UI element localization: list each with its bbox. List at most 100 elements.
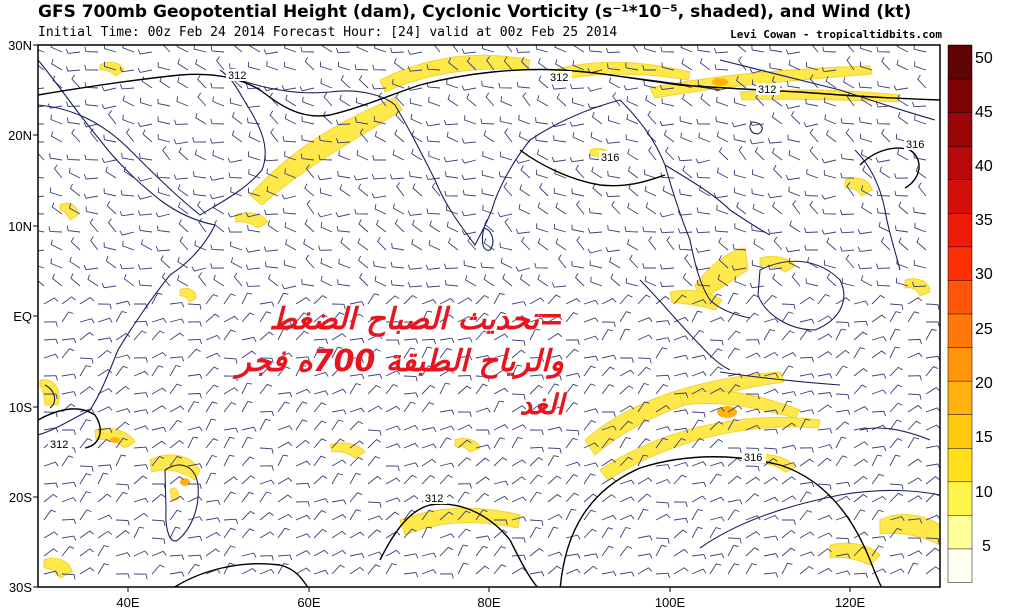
wind-barb: [97, 406, 113, 413]
wind-barb: [809, 128, 819, 143]
wind-barb: [151, 550, 167, 557]
wind-barb: [446, 221, 459, 233]
wind-barb: [799, 565, 814, 575]
wind-barb: [97, 530, 113, 539]
wind-barb: [447, 237, 459, 251]
wind-barb: [390, 261, 405, 269]
wind-barb: [295, 550, 311, 557]
wind-barb: [825, 76, 837, 89]
wind-barb: [281, 85, 297, 91]
wind-barb: [85, 206, 99, 215]
wind-barb: [871, 495, 887, 503]
wind-barb: [619, 385, 634, 395]
wind-barb: [176, 45, 189, 53]
wind-barb: [817, 483, 832, 490]
wind-barb: [896, 45, 909, 53]
wind-barb: [339, 94, 351, 107]
wind-barb: [421, 569, 437, 575]
wind-barb: [655, 337, 671, 343]
wind-barb: [353, 175, 369, 181]
wind-barb: [151, 426, 167, 432]
wind-barb: [601, 425, 617, 431]
wind-barb: [285, 239, 297, 251]
wind-barb: [157, 134, 171, 143]
wind-barb: [285, 94, 297, 107]
wind-barb: [480, 262, 495, 269]
wind-barb: [115, 552, 131, 558]
contour-label: 312: [228, 70, 246, 82]
wind-barb: [51, 58, 63, 71]
wind-barb: [481, 80, 495, 89]
wind-barb: [781, 444, 797, 451]
wind-barb: [695, 227, 711, 234]
wind-barb: [590, 276, 603, 287]
wind-barb: [871, 410, 887, 417]
wind-barb: [372, 155, 386, 161]
wind-barb: [223, 293, 236, 305]
wind-barb: [536, 223, 549, 233]
wind-barb: [385, 383, 399, 395]
wind-barb: [241, 456, 255, 467]
wind-barb: [583, 528, 597, 539]
wind-barb: [821, 229, 837, 235]
wind-barb: [385, 321, 400, 327]
wind-barb: [403, 495, 419, 503]
wind-barb: [439, 546, 453, 557]
wind-barb: [769, 45, 783, 53]
wind-barb: [493, 387, 509, 395]
wind-barb: [313, 498, 329, 504]
wind-barb: [461, 85, 477, 91]
wind-barb: [421, 458, 437, 467]
wind-barb: [587, 86, 603, 92]
wind-barb: [223, 329, 236, 341]
wind-barb: [644, 169, 657, 179]
wind-barb: [223, 357, 238, 364]
wind-barb: [696, 279, 711, 287]
wind-barb: [483, 274, 495, 287]
wind-barb: [763, 388, 779, 395]
wind-barb: [627, 239, 639, 251]
wind-barb: [826, 237, 837, 251]
wind-barb: [673, 501, 688, 508]
wind-barb: [511, 405, 527, 413]
wind-barb: [835, 321, 850, 328]
wind-barb: [569, 121, 585, 127]
arabic-annotation-line-3: الغد: [519, 388, 564, 421]
wind-barb: [71, 74, 81, 89]
wind-barb: [713, 48, 729, 54]
wind-barb: [709, 366, 723, 377]
wind-barb: [745, 294, 759, 305]
wind-barb: [367, 515, 383, 521]
wind-barb: [52, 75, 63, 89]
wind-barb: [877, 80, 891, 89]
wind-barb: [745, 352, 761, 359]
wind-barb: [97, 472, 109, 485]
wind-barb: [300, 153, 315, 161]
wind-barb: [709, 339, 724, 346]
wind-barb: [772, 273, 783, 287]
wind-barb: [767, 193, 783, 199]
wind-barb: [412, 183, 423, 197]
contour-labels: 312 312 312 316 316 312 312 316: [48, 69, 928, 505]
wind-barb: [745, 312, 759, 323]
wind-barb: [439, 298, 455, 305]
wind-barb: [411, 238, 423, 251]
wind-barb: [698, 132, 711, 143]
wind-barb: [192, 189, 207, 197]
wind-barb: [151, 365, 164, 377]
wind-barb: [79, 465, 94, 472]
wind-barb: [457, 562, 469, 575]
wind-barb: [79, 419, 92, 431]
wind-barb: [799, 329, 812, 341]
wind-barb: [840, 153, 855, 161]
wind-barb: [43, 297, 59, 305]
wind-barb: [749, 282, 765, 289]
wind-barb: [673, 567, 689, 575]
wind-barb: [475, 509, 488, 521]
wind-barb: [536, 169, 549, 179]
wind-barb: [79, 365, 91, 377]
wind-barb: [101, 157, 117, 163]
wind-barb: [860, 45, 873, 53]
wind-barb: [133, 409, 149, 415]
colorbar-label: 35: [975, 212, 993, 229]
